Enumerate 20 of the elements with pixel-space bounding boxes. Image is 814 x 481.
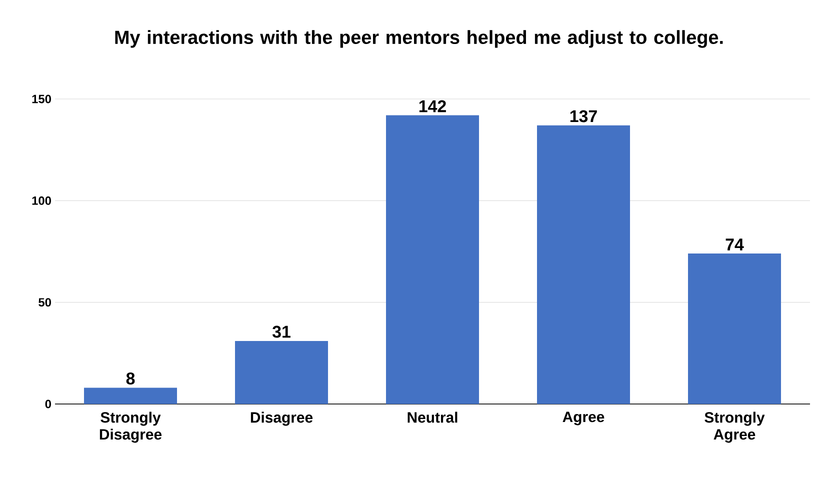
y-tick-label: 150 — [32, 94, 51, 104]
x-tick-label: Agree — [562, 412, 604, 426]
y-tick-label: 0 — [45, 400, 51, 408]
x-tick-label: Disagree — [250, 412, 313, 426]
data-label: 137 — [570, 110, 597, 122]
data-label: 142 — [419, 100, 446, 112]
data-label: 31 — [272, 326, 290, 338]
data-label: 74 — [726, 238, 744, 250]
bar — [688, 254, 782, 404]
bar — [235, 340, 328, 404]
x-tick-label: Strongly Disagree — [100, 412, 162, 443]
y-tick-label: 100 — [32, 196, 51, 205]
chart-title: My interactions with the peer mentors helped me adjust to college. — [115, 30, 723, 48]
y-tick-label: 50 — [38, 298, 51, 307]
x-tick-label: Neutral — [408, 412, 458, 423]
bar — [537, 125, 630, 404]
data-label: 8 — [126, 372, 135, 385]
bar — [84, 388, 178, 404]
bar — [386, 115, 480, 404]
x-tick-label: Strongly Agree — [704, 412, 765, 443]
